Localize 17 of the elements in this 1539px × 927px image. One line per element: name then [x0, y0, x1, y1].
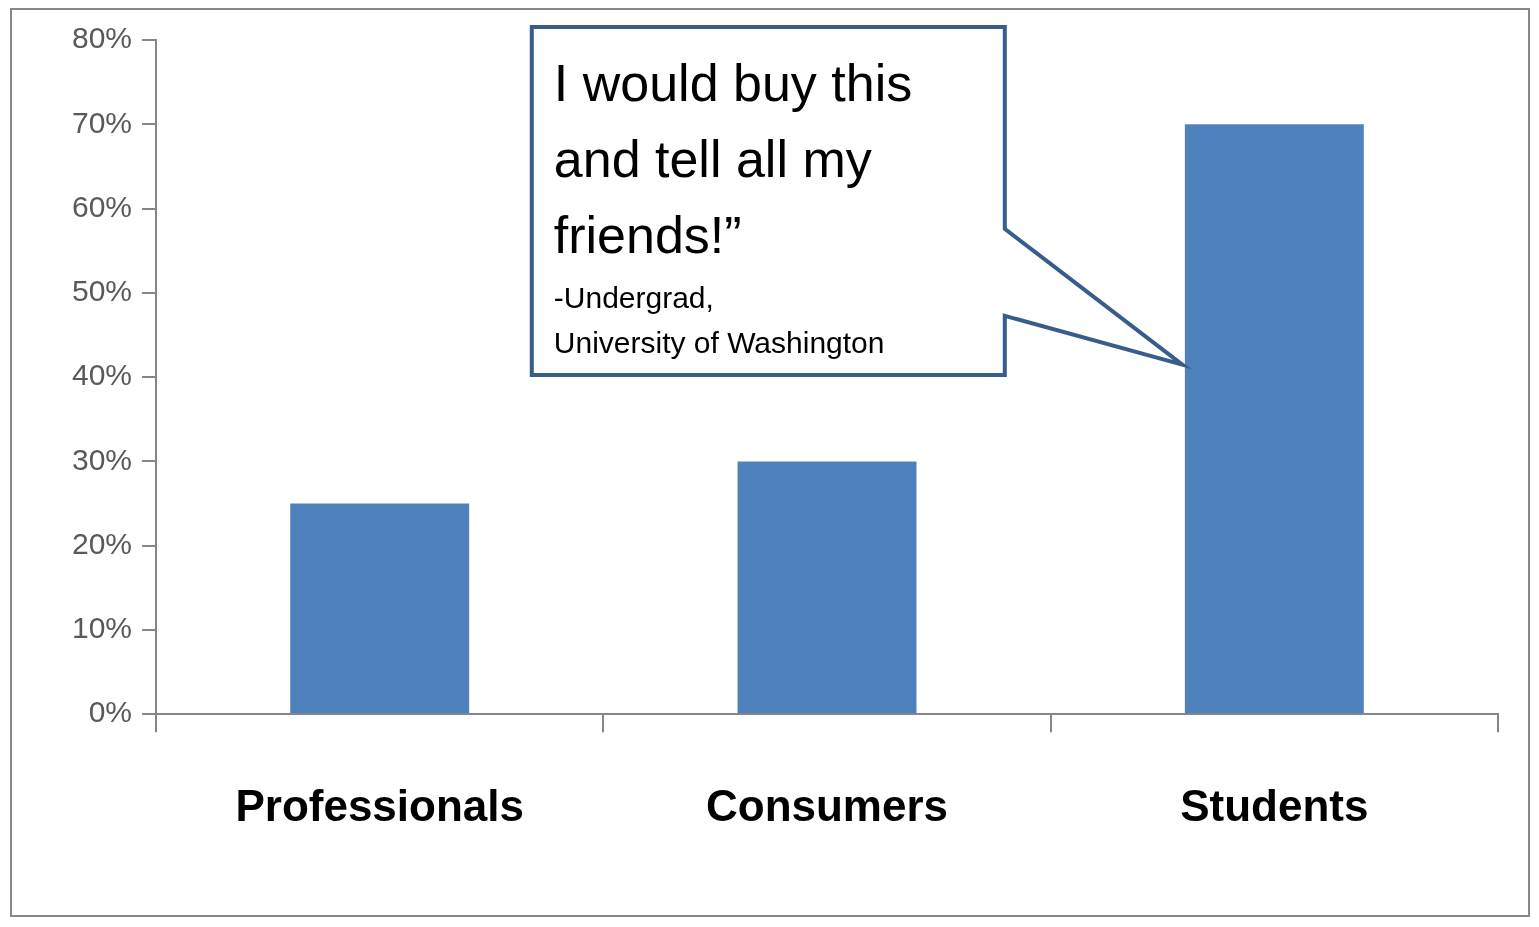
annotation: -Undergrad, University of Washington — [553, 280, 885, 359]
y-tick-label: 50% — [72, 274, 133, 308]
bar — [290, 503, 470, 714]
y-tick-label: 40% — [72, 358, 133, 392]
x-tick-label: Professionals — [235, 780, 524, 830]
y-tick-label: 60% — [72, 189, 133, 223]
bar — [1184, 124, 1364, 714]
bar — [737, 461, 917, 714]
y-tick-label: 20% — [72, 526, 133, 560]
y-tick-label: 70% — [72, 105, 133, 139]
annotation: I would buy this and tell all my friends!” — [553, 54, 913, 265]
x-tick-label: Students — [1180, 780, 1369, 830]
x-tick-label: Consumers — [705, 780, 949, 830]
y-tick-label: 10% — [72, 611, 133, 645]
y-tick-label: 80% — [72, 21, 133, 55]
y-tick-label: 30% — [72, 442, 133, 476]
y-tick-label: 0% — [88, 695, 133, 729]
